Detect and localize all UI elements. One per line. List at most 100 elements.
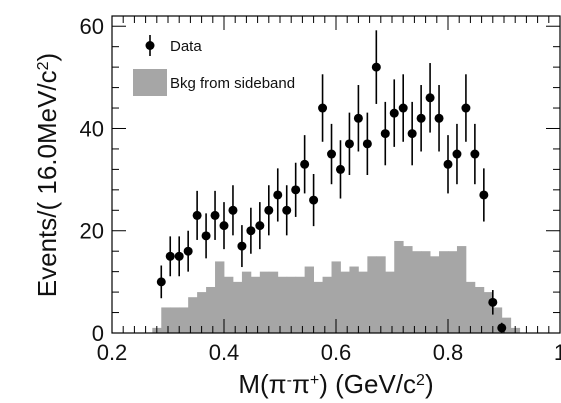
x-axis-title: M(π-π+) (GeV/c2) bbox=[238, 369, 433, 399]
axis-title-part: π bbox=[292, 369, 310, 399]
bkg-histogram-bin bbox=[268, 271, 279, 333]
data-point bbox=[488, 297, 498, 307]
bkg-histogram-bin bbox=[259, 271, 270, 333]
bkg-histogram-bin bbox=[465, 281, 476, 333]
bkg-histogram-bin bbox=[197, 292, 207, 333]
bkg-histogram-bin bbox=[250, 276, 261, 333]
data-point bbox=[219, 221, 229, 231]
data-point bbox=[228, 205, 238, 215]
bkg-histogram-bin bbox=[232, 281, 243, 333]
data-point bbox=[434, 113, 444, 123]
x-tick-label: 1 bbox=[554, 340, 561, 365]
axis-title-part: M(π bbox=[238, 369, 286, 399]
axis-title-part: Events/( 16.0MeV/c bbox=[32, 70, 62, 297]
data-point bbox=[174, 251, 184, 261]
data-point bbox=[327, 149, 337, 159]
bkg-histogram-bin bbox=[367, 256, 377, 333]
bkg-histogram-bin bbox=[286, 276, 297, 333]
data-points bbox=[156, 30, 507, 333]
data-point bbox=[318, 103, 328, 113]
bkg-histogram-bin bbox=[170, 307, 180, 333]
bkg-histogram-bin bbox=[376, 256, 386, 333]
axis-title-part: - bbox=[287, 372, 292, 389]
data-point bbox=[192, 210, 202, 220]
bkg-histogram-bin bbox=[340, 271, 350, 333]
bkg-histogram-bin bbox=[304, 266, 314, 333]
x-tick-label: 0.8 bbox=[433, 340, 464, 365]
legend-bkg-label: Bkg from sideband bbox=[170, 75, 295, 92]
data-point bbox=[210, 210, 220, 220]
bkg-histogram-bin bbox=[224, 276, 234, 333]
data-point bbox=[246, 226, 256, 236]
bkg-histogram-bin bbox=[394, 240, 404, 333]
axis-title-part: + bbox=[310, 372, 319, 389]
legend: Data Bkg from sideband bbox=[133, 35, 295, 96]
bkg-histogram-bin bbox=[188, 297, 198, 333]
data-point bbox=[255, 221, 265, 231]
axis-title-part: ) bbox=[32, 53, 62, 62]
bkg-histogram-bin bbox=[358, 271, 368, 333]
legend-data-label: Data bbox=[170, 38, 202, 55]
data-point bbox=[389, 108, 399, 118]
data-point bbox=[300, 159, 310, 169]
bkg-histogram-bin bbox=[456, 246, 467, 333]
data-point bbox=[398, 103, 408, 113]
bkg-histogram-bin bbox=[385, 271, 395, 333]
background-histogram bbox=[152, 240, 521, 333]
axis-title-part: ) (GeV/c bbox=[319, 369, 416, 399]
axes: 0.2 0.4 0.6 0.8 1 0 20 40 60 bbox=[80, 14, 561, 365]
axis-title-part: ) bbox=[425, 369, 434, 399]
data-point bbox=[470, 149, 480, 159]
data-point bbox=[416, 113, 426, 123]
data-point bbox=[362, 139, 372, 149]
bkg-histogram-bin bbox=[313, 281, 323, 333]
data-point bbox=[344, 139, 354, 149]
x-tick-label: 0.2 bbox=[97, 340, 128, 365]
data-point bbox=[407, 129, 417, 139]
bkg-histogram-bin bbox=[403, 246, 413, 333]
data-point bbox=[291, 185, 301, 195]
data-point bbox=[425, 93, 435, 103]
bkg-histogram-bin bbox=[322, 276, 332, 333]
data-point bbox=[201, 231, 211, 241]
bkg-histogram-bin bbox=[501, 317, 512, 333]
data-point bbox=[183, 246, 193, 256]
data-point bbox=[165, 251, 175, 261]
bkg-histogram-bin bbox=[412, 251, 422, 333]
data-point bbox=[371, 62, 381, 72]
data-point bbox=[443, 159, 453, 169]
bkg-histogram-bin bbox=[448, 251, 458, 333]
data-point bbox=[497, 323, 507, 333]
data-point bbox=[273, 190, 283, 200]
axis-title-part: 2 bbox=[35, 61, 52, 70]
bkg-histogram-bin bbox=[161, 307, 171, 333]
bkg-histogram-bin bbox=[206, 286, 216, 333]
x-tick-label: 0.4 bbox=[209, 340, 240, 365]
data-point bbox=[335, 164, 345, 174]
data-point bbox=[461, 103, 471, 113]
data-point bbox=[309, 195, 319, 205]
data-point bbox=[282, 205, 292, 215]
data-point bbox=[479, 190, 489, 200]
y-tick-label: 0 bbox=[92, 321, 104, 346]
data-point bbox=[156, 277, 166, 287]
bkg-histogram-bin bbox=[421, 251, 431, 333]
data-point bbox=[264, 205, 274, 215]
bkg-histogram-bin bbox=[430, 256, 440, 333]
x-tick-label: 0.6 bbox=[321, 340, 352, 365]
bkg-histogram-bin bbox=[215, 261, 225, 333]
data-point bbox=[380, 129, 390, 139]
bkg-histogram-bin bbox=[277, 276, 288, 333]
bkg-histogram-bin bbox=[492, 307, 503, 333]
bkg-histogram-bin bbox=[179, 307, 189, 333]
legend-data-marker bbox=[145, 41, 155, 50]
data-point bbox=[353, 113, 363, 123]
y-axis-title: Events/( 16.0MeV/c2) bbox=[32, 53, 62, 297]
bkg-histogram-bin bbox=[331, 261, 341, 333]
y-tick-label: 40 bbox=[80, 116, 104, 141]
y-tick-label: 60 bbox=[80, 14, 104, 39]
axis-title-part: 2 bbox=[416, 372, 425, 389]
bkg-histogram-bin bbox=[349, 266, 359, 333]
data-point bbox=[237, 241, 247, 251]
